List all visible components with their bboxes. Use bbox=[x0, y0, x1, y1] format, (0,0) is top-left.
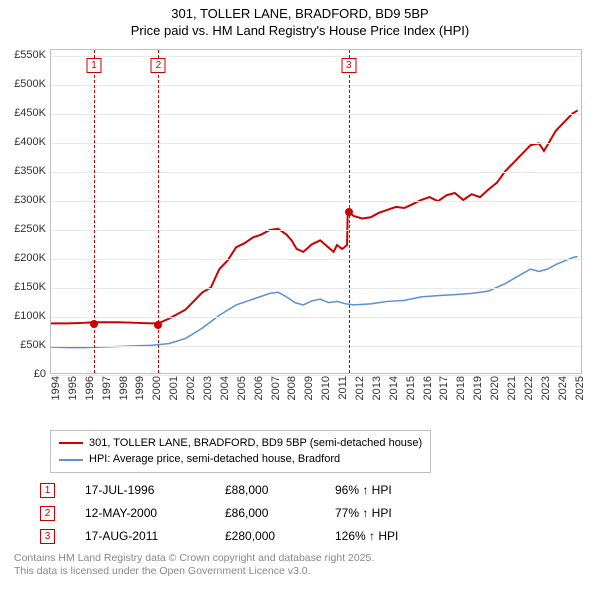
x-tick-label: 2002 bbox=[185, 376, 189, 416]
sale-hpi: 126% ↑ HPI bbox=[335, 529, 445, 543]
sales-row: 1 17-JUL-1996 £88,000 96% ↑ HPI bbox=[40, 479, 590, 502]
legend-swatch-hpi bbox=[59, 459, 83, 461]
x-tick-label: 2024 bbox=[557, 376, 561, 416]
x-tick-label: 2016 bbox=[422, 376, 426, 416]
x-tick-label: 1994 bbox=[50, 376, 54, 416]
x-tick-label: 2008 bbox=[286, 376, 290, 416]
legend-label-price-paid: 301, TOLLER LANE, BRADFORD, BD9 5BP (sem… bbox=[89, 435, 422, 452]
sale-date: 17-AUG-2011 bbox=[85, 529, 195, 543]
title-block: 301, TOLLER LANE, BRADFORD, BD9 5BP Pric… bbox=[0, 0, 600, 44]
x-tick-label: 2010 bbox=[320, 376, 324, 416]
y-tick-label: £150K bbox=[6, 281, 46, 293]
x-tick-label: 1999 bbox=[134, 376, 138, 416]
sale-dot bbox=[90, 320, 98, 328]
sale-hpi: 96% ↑ HPI bbox=[335, 483, 445, 497]
sale-dot bbox=[154, 321, 162, 329]
x-tick-label: 2001 bbox=[168, 376, 172, 416]
x-tick-label: 2005 bbox=[236, 376, 240, 416]
hpi-line bbox=[51, 256, 578, 347]
x-tick-label: 2014 bbox=[388, 376, 392, 416]
x-tick-label: 2011 bbox=[337, 376, 341, 416]
footnote-line2: This data is licensed under the Open Gov… bbox=[14, 565, 590, 579]
footnote-line1: Contains HM Land Registry data © Crown c… bbox=[14, 552, 590, 566]
y-tick-label: £200K bbox=[6, 252, 46, 264]
title-address: 301, TOLLER LANE, BRADFORD, BD9 5BP bbox=[10, 6, 590, 23]
x-tick-label: 2004 bbox=[219, 376, 223, 416]
x-tick-label: 2000 bbox=[151, 376, 155, 416]
y-tick-label: £100K bbox=[6, 310, 46, 322]
sale-marker-box: 2 bbox=[151, 58, 166, 73]
y-tick-label: £500K bbox=[6, 78, 46, 90]
sale-date: 12-MAY-2000 bbox=[85, 506, 195, 520]
footnote: Contains HM Land Registry data © Crown c… bbox=[14, 552, 590, 579]
chart-area: £0£50K£100K£150K£200K£250K£300K£350K£400… bbox=[10, 44, 590, 424]
chart-lines-svg bbox=[51, 50, 581, 373]
sale-marker-box: 1 bbox=[87, 58, 102, 73]
title-subtitle: Price paid vs. HM Land Registry's House … bbox=[10, 23, 590, 40]
y-tick-label: £450K bbox=[6, 107, 46, 119]
sale-price: £86,000 bbox=[225, 506, 305, 520]
legend-row-price-paid: 301, TOLLER LANE, BRADFORD, BD9 5BP (sem… bbox=[59, 435, 422, 452]
x-tick-label: 2021 bbox=[506, 376, 510, 416]
y-tick-label: £0 bbox=[6, 368, 46, 380]
x-tick-label: 2025 bbox=[574, 376, 578, 416]
x-tick-label: 2003 bbox=[202, 376, 206, 416]
x-tick-label: 2012 bbox=[354, 376, 358, 416]
x-tick-label: 2013 bbox=[371, 376, 375, 416]
x-tick-label: 2018 bbox=[455, 376, 459, 416]
x-tick-label: 1996 bbox=[84, 376, 88, 416]
sale-marker-icon: 2 bbox=[40, 506, 55, 521]
y-tick-label: £50K bbox=[6, 339, 46, 351]
y-tick-label: £300K bbox=[6, 194, 46, 206]
legend: 301, TOLLER LANE, BRADFORD, BD9 5BP (sem… bbox=[50, 430, 431, 473]
sale-price: £280,000 bbox=[225, 529, 305, 543]
legend-row-hpi: HPI: Average price, semi-detached house,… bbox=[59, 451, 422, 468]
x-tick-label: 1995 bbox=[67, 376, 71, 416]
legend-swatch-price-paid bbox=[59, 442, 83, 444]
legend-label-hpi: HPI: Average price, semi-detached house,… bbox=[89, 451, 340, 468]
x-tick-label: 1998 bbox=[118, 376, 122, 416]
x-tick-label: 2022 bbox=[523, 376, 527, 416]
x-tick-label: 2020 bbox=[489, 376, 493, 416]
y-tick-label: £550K bbox=[6, 49, 46, 61]
x-tick-label: 2017 bbox=[438, 376, 442, 416]
sale-hpi: 77% ↑ HPI bbox=[335, 506, 445, 520]
x-tick-label: 2019 bbox=[472, 376, 476, 416]
x-tick-label: 2006 bbox=[253, 376, 257, 416]
y-tick-label: £250K bbox=[6, 223, 46, 235]
sale-dot bbox=[345, 208, 353, 216]
chart-plot: 1 2 3 bbox=[50, 49, 582, 374]
x-tick-label: 2023 bbox=[540, 376, 544, 416]
sale-marker-icon: 3 bbox=[40, 529, 55, 544]
sales-row: 3 17-AUG-2011 £280,000 126% ↑ HPI bbox=[40, 525, 590, 548]
sale-date: 17-JUL-1996 bbox=[85, 483, 195, 497]
sale-marker-box: 3 bbox=[341, 58, 356, 73]
sales-row: 2 12-MAY-2000 £86,000 77% ↑ HPI bbox=[40, 502, 590, 525]
x-tick-label: 2007 bbox=[270, 376, 274, 416]
x-tick-label: 1997 bbox=[101, 376, 105, 416]
x-tick-label: 2015 bbox=[405, 376, 409, 416]
sale-marker-icon: 1 bbox=[40, 483, 55, 498]
x-tick-label: 2009 bbox=[303, 376, 307, 416]
page-container: 301, TOLLER LANE, BRADFORD, BD9 5BP Pric… bbox=[0, 0, 600, 579]
sale-price: £88,000 bbox=[225, 483, 305, 497]
sales-table: 1 17-JUL-1996 £88,000 96% ↑ HPI 2 12-MAY-2000… bbox=[40, 479, 590, 548]
y-tick-label: £400K bbox=[6, 136, 46, 148]
y-tick-label: £350K bbox=[6, 165, 46, 177]
